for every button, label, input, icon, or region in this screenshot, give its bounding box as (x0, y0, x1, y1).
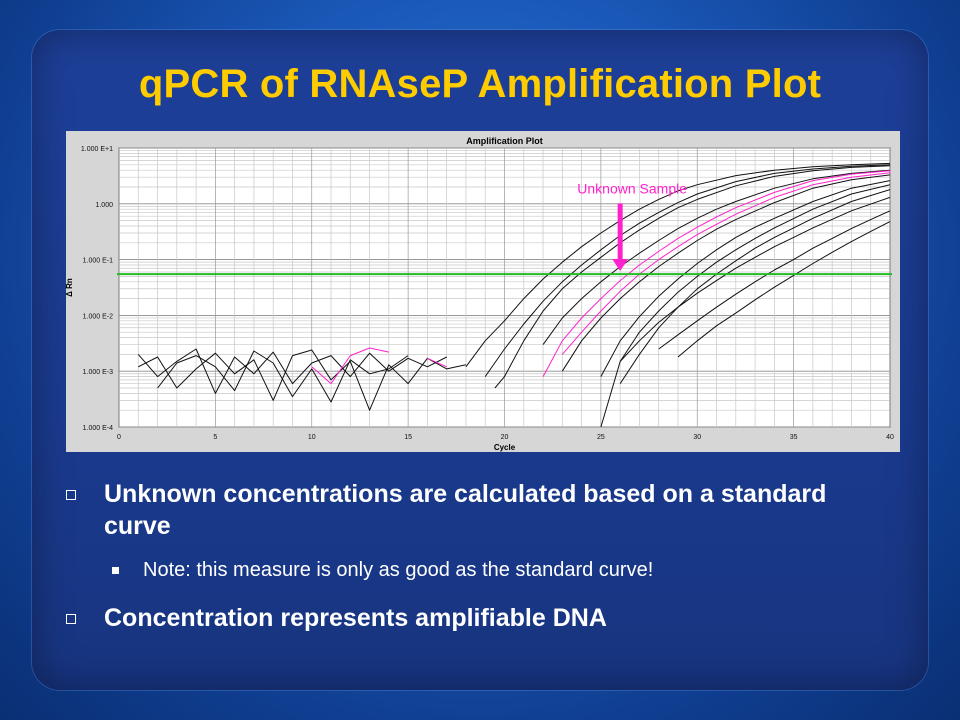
y-tick-label: 1.000 (95, 202, 113, 209)
y-tick-label: 1.000 E-2 (83, 313, 113, 320)
y-axis-label: Δ Rn (66, 278, 74, 297)
bullet-text: Concentration represents amplifiable DNA (104, 604, 607, 632)
series-line (658, 210, 891, 350)
series-line (561, 174, 891, 372)
series-line (138, 349, 467, 411)
series-line (311, 347, 389, 385)
series-line (600, 180, 891, 377)
bullet-text: Unknown concentrations are calculated ba… (104, 480, 827, 540)
slide-title: qPCR of RNAseP Amplification Plot (138, 62, 822, 106)
series-line (542, 170, 891, 377)
series-line (157, 350, 409, 403)
series-line (619, 189, 891, 384)
series-line (561, 172, 891, 355)
x-tick-label: 25 (597, 434, 605, 441)
bullet-item: Unknown concentrations are calculated ba… (60, 478, 900, 542)
series-line (494, 165, 891, 389)
x-tick-label: 35 (790, 434, 798, 441)
series-line (600, 184, 891, 428)
series-line (677, 221, 891, 358)
y-tick-label: 1.000 E-3 (83, 369, 113, 376)
amplification-plot-svg: 1.000 E+1 1.000 1.000 E-1 1.000 E-2 1.000 E-… (66, 136, 894, 452)
x-tick-label: 10 (308, 434, 316, 441)
x-tick-label: 0 (117, 434, 121, 441)
x-tick-label: 20 (501, 434, 509, 441)
sub-bullet-text: Note: this measure is only as good as th… (143, 559, 654, 581)
series-line (427, 357, 447, 368)
series-line (137, 348, 447, 394)
series-line (542, 169, 891, 345)
annotation-label: Unknown Sample (577, 180, 687, 196)
amplification-plot: 1.000 E+1 1.000 1.000 E-1 1.000 E-2 1.000 E-… (66, 131, 900, 452)
hollow-square-bullet-icon (66, 490, 76, 500)
chart-title: Amplification Plot (466, 136, 543, 146)
series-line (484, 164, 891, 377)
x-tick-label: 5 (213, 434, 217, 441)
filled-square-bullet-icon (112, 567, 119, 574)
series-line (465, 162, 891, 368)
y-tick-label: 1.000 E-1 (83, 258, 113, 265)
y-tick-label: 1.000 E-4 (83, 425, 113, 432)
y-tick-label: 1.000 E+1 (81, 146, 113, 153)
x-tick-label: 30 (693, 434, 701, 441)
x-tick-label: 15 (404, 434, 412, 441)
bullet-item: Concentration represents amplifiable DNA (60, 602, 900, 634)
sub-bullet-item: Note: this measure is only as good as th… (112, 556, 900, 584)
x-tick-label: 40 (886, 434, 894, 441)
annotation-arrow-head (612, 258, 629, 271)
x-axis-label: Cycle (494, 443, 516, 452)
hollow-square-bullet-icon (66, 614, 76, 624)
bullet-list: Unknown concentrations are calculated ba… (60, 478, 900, 634)
series-line (619, 196, 891, 362)
